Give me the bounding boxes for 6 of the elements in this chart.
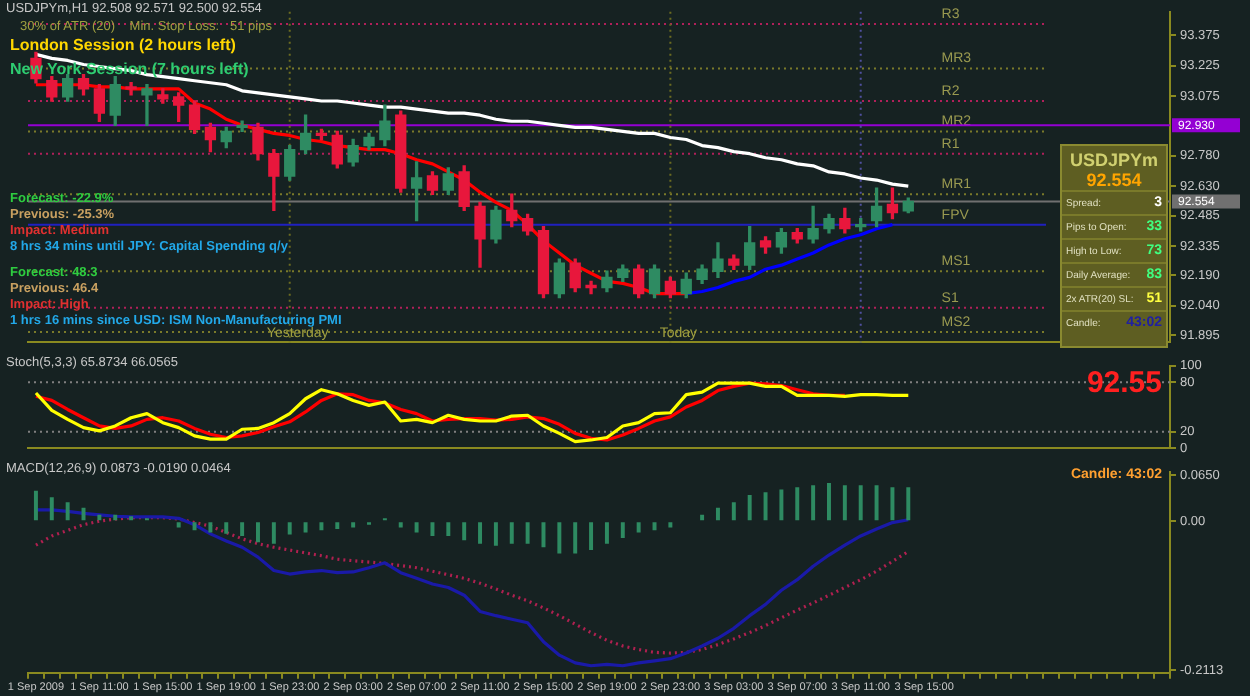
annotation: 92.554 bbox=[1084, 170, 1144, 190]
annotation: USDJPYm bbox=[1067, 150, 1160, 170]
candlestick bbox=[125, 82, 137, 96]
annotation: 92.55 bbox=[1086, 366, 1162, 400]
annotation: London Session (2 hours left) bbox=[10, 36, 236, 54]
candlestick bbox=[141, 84, 153, 126]
